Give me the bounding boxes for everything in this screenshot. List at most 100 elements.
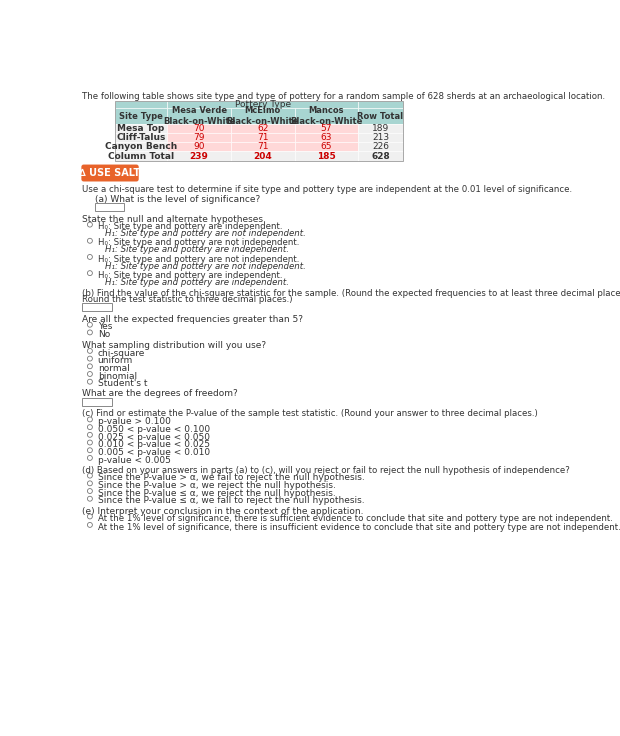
Text: McElmo
Black-on-White: McElmo Black-on-White [226,106,299,126]
Text: p-value < 0.005: p-value < 0.005 [98,456,170,464]
Bar [115,108,167,124]
Text: (a) What is the level of significance?: (a) What is the level of significance? [94,194,260,204]
Bar [82,398,112,406]
Bar [358,101,403,108]
Circle shape [87,356,92,361]
Text: normal: normal [98,364,130,373]
Bar [358,152,403,160]
Text: 62: 62 [257,124,268,133]
Text: 70: 70 [193,124,205,133]
Text: 0.005 < p-value < 0.010: 0.005 < p-value < 0.010 [98,448,210,457]
Text: Site Type: Site Type [119,112,163,121]
Circle shape [87,456,92,461]
Circle shape [87,222,92,227]
Text: H₁: Site type and pottery are not independent.: H₁: Site type and pottery are not indepe… [105,261,306,271]
Text: (c) Find or estimate the P-value of the sample test statistic. (Round your answe: (c) Find or estimate the P-value of the … [82,409,538,418]
Circle shape [87,440,92,445]
Text: 63: 63 [321,133,332,142]
Bar [167,133,231,142]
Text: What sampling distribution will you use?: What sampling distribution will you use? [82,341,266,350]
Text: 204: 204 [254,152,272,160]
Bar [115,101,167,108]
Text: 226: 226 [372,142,389,152]
Bar [167,124,231,133]
Circle shape [87,447,92,453]
Text: (b) Find the value of the chi-square statistic for the sample. (Round the expect: (b) Find the value of the chi-square sta… [82,289,620,297]
Text: Cliff-Talus: Cliff-Talus [117,133,166,142]
Bar [294,108,358,124]
Text: H₁: Site type and pottery are independent.: H₁: Site type and pottery are independen… [105,245,290,255]
Bar [358,133,403,142]
Bar [294,124,358,133]
Text: ∆ USE SALT: ∆ USE SALT [79,168,141,178]
Text: Since the P-value ≤ α, we fail to reject the null hypothesis.: Since the P-value ≤ α, we fail to reject… [98,496,365,506]
Bar [167,108,231,124]
Circle shape [87,473,92,478]
Text: What are the degrees of freedom?: What are the degrees of freedom? [82,389,238,398]
Circle shape [87,425,92,430]
Text: Round the test statistic to three decimal places.): Round the test statistic to three decima… [82,294,293,304]
Circle shape [87,364,92,369]
Bar [231,124,294,133]
Text: chi-square: chi-square [98,349,145,358]
Bar [115,124,167,133]
Circle shape [87,330,92,335]
Text: Mesa Top: Mesa Top [117,124,165,133]
Text: At the 1% level of significance, there is sufficient evidence to conclude that s: At the 1% level of significance, there i… [98,514,613,523]
Circle shape [87,255,92,259]
Text: H₁: Site type and pottery are not independent.: H₁: Site type and pottery are not indepe… [105,229,306,238]
Bar [167,152,231,160]
Circle shape [87,432,92,437]
Circle shape [87,417,92,422]
Text: binomial: binomial [98,372,137,381]
Circle shape [87,523,92,528]
Text: 65: 65 [321,142,332,152]
Text: H₀: Site type and pottery are not independent.: H₀: Site type and pottery are not indepe… [98,238,299,247]
Text: 628: 628 [371,152,390,160]
Text: 189: 189 [372,124,389,133]
Bar [82,303,112,311]
Text: H₀: Site type and pottery are not independent.: H₀: Site type and pottery are not indepe… [98,255,299,263]
Text: 0.050 < p-value < 0.100: 0.050 < p-value < 0.100 [98,425,210,434]
Circle shape [87,496,92,501]
Circle shape [87,379,92,384]
Text: 79: 79 [193,133,205,142]
Bar [115,101,403,160]
Text: Canyon Bench: Canyon Bench [105,142,177,152]
Circle shape [87,238,92,243]
Bar [231,108,294,124]
Text: 0.010 < p-value < 0.025: 0.010 < p-value < 0.025 [98,440,210,449]
Bar [231,133,294,142]
Circle shape [87,372,92,376]
Text: Row Total: Row Total [358,112,404,121]
Text: State the null and alternate hypotheses.: State the null and alternate hypotheses. [82,215,266,224]
Text: At the 1% level of significance, there is insufficient evidence to conclude that: At the 1% level of significance, there i… [98,523,620,531]
Bar [231,142,294,152]
Bar [358,124,403,133]
Text: The following table shows site type and type of pottery for a random sample of 6: The following table shows site type and … [82,92,605,101]
Text: p-value > 0.100: p-value > 0.100 [98,417,170,426]
Text: Student's t: Student's t [98,379,147,389]
Text: (e) Interpret your conclusion in the context of the application.: (e) Interpret your conclusion in the con… [82,507,364,516]
Bar [294,133,358,142]
Circle shape [87,271,92,275]
Text: Since the P-value > α, we fail to reject the null hypothesis.: Since the P-value > α, we fail to reject… [98,473,365,482]
Text: 57: 57 [321,124,332,133]
Text: Yes: Yes [98,322,112,331]
Bar [94,203,124,210]
Text: H₁: Site type and pottery are independent.: H₁: Site type and pottery are independen… [105,277,290,287]
Bar [115,152,167,160]
Circle shape [87,514,92,519]
Circle shape [87,322,92,328]
Circle shape [87,481,92,486]
Circle shape [87,348,92,353]
Text: No: No [98,330,110,339]
Bar [115,142,167,152]
Bar [294,142,358,152]
Bar [167,142,231,152]
Text: uniform: uniform [98,356,133,365]
Text: 71: 71 [257,142,268,152]
Text: Since the P-value > α, we reject the null hypothesis.: Since the P-value > α, we reject the nul… [98,481,335,490]
Text: Mancos
Black-on-White: Mancos Black-on-White [290,106,363,126]
Text: H₀: Site type and pottery are independent.: H₀: Site type and pottery are independen… [98,222,282,231]
